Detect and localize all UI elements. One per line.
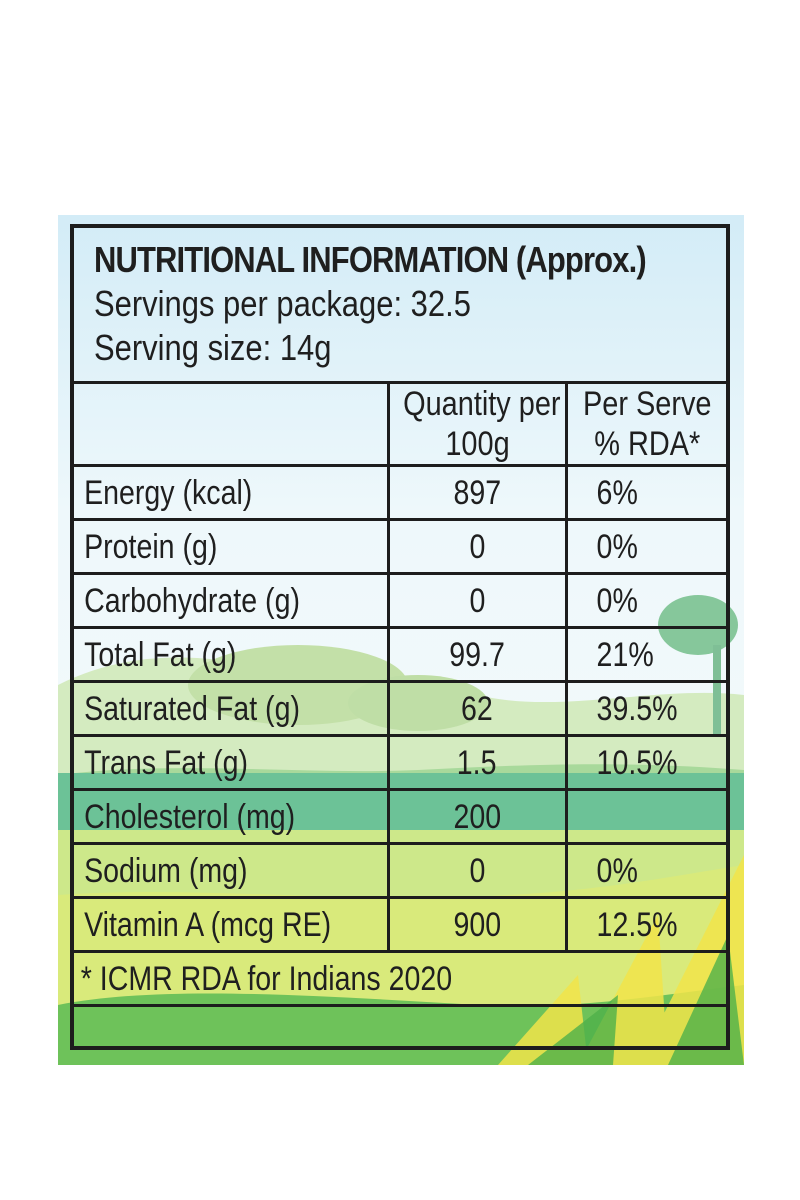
nutrient-rda: 0% <box>564 572 726 629</box>
nutrient-name: Saturated Fat (g) <box>74 680 390 737</box>
quantity-header-line2: 100g <box>444 425 510 463</box>
nutrient-rda: 0% <box>564 518 726 575</box>
rda-header-line1: Per Serve <box>582 385 712 423</box>
nutrition-table: Quantity per 100g Per Serve % RDA* Energ… <box>74 384 726 1007</box>
nutrition-panel: NUTRITIONAL INFORMATION (Approx.) Servin… <box>70 224 730 1050</box>
table-row: Vitamin A (mcg RE) 900 12.5% <box>74 896 726 953</box>
nutrient-quantity: 62 <box>386 680 568 737</box>
footnote: * ICMR RDA for Indians 2020 <box>74 950 726 1007</box>
nutrient-quantity: 99.7 <box>386 626 568 683</box>
serving-size: Serving size: 14g <box>94 327 332 368</box>
table-header-row: Quantity per 100g Per Serve % RDA* <box>74 384 726 467</box>
nutrient-name: Cholesterol (mg) <box>74 788 390 845</box>
nutrient-quantity: 0 <box>386 842 568 899</box>
rda-header: Per Serve % RDA* <box>564 384 726 467</box>
nutrient-rda: 10.5% <box>564 734 726 791</box>
rda-header-line2: % RDA* <box>593 425 700 463</box>
nutrient-name: Protein (g) <box>74 518 390 575</box>
quantity-header: Quantity per 100g <box>386 384 568 467</box>
nutrient-quantity: 897 <box>386 464 568 521</box>
nutrient-quantity: 200 <box>386 788 568 845</box>
nutrient-quantity: 0 <box>386 572 568 629</box>
nutrient-name: Carbohydrate (g) <box>74 572 390 629</box>
nutrition-title: NUTRITIONAL INFORMATION (Approx.) <box>94 239 647 280</box>
nutrition-header: NUTRITIONAL INFORMATION (Approx.) Servin… <box>74 228 726 384</box>
servings-per-package: Servings per package: 32.5 <box>94 283 471 324</box>
nutrient-name: Total Fat (g) <box>74 626 390 683</box>
nutrient-name: Trans Fat (g) <box>74 734 390 791</box>
nutrient-name: Sodium (mg) <box>74 842 390 899</box>
nutrient-name: Vitamin A (mcg RE) <box>74 896 390 953</box>
table-row: Sodium (mg) 0 0% <box>74 842 726 899</box>
table-row: Cholesterol (mg) 200 <box>74 788 726 845</box>
table-row: Trans Fat (g) 1.5 10.5% <box>74 734 726 791</box>
table-row: Saturated Fat (g) 62 39.5% <box>74 680 726 737</box>
nutrient-rda: 0% <box>564 842 726 899</box>
table-row: Energy (kcal) 897 6% <box>74 464 726 521</box>
quantity-header-line1: Quantity per <box>402 385 561 423</box>
empty-header-cell <box>74 384 390 467</box>
table-row: Protein (g) 0 0% <box>74 518 726 575</box>
nutrient-quantity: 0 <box>386 518 568 575</box>
nutrient-quantity: 900 <box>386 896 568 953</box>
nutrient-rda: 21% <box>564 626 726 683</box>
footnote-row: * ICMR RDA for Indians 2020 <box>74 950 726 1007</box>
table-row: Total Fat (g) 99.7 21% <box>74 626 726 683</box>
nutrient-name: Energy (kcal) <box>74 464 390 521</box>
nutrient-rda: 12.5% <box>564 896 726 953</box>
nutrient-rda: 6% <box>564 464 726 521</box>
table-row: Carbohydrate (g) 0 0% <box>74 572 726 629</box>
nutrient-quantity: 1.5 <box>386 734 568 791</box>
nutrient-rda <box>564 788 726 845</box>
nutrient-rda: 39.5% <box>564 680 726 737</box>
